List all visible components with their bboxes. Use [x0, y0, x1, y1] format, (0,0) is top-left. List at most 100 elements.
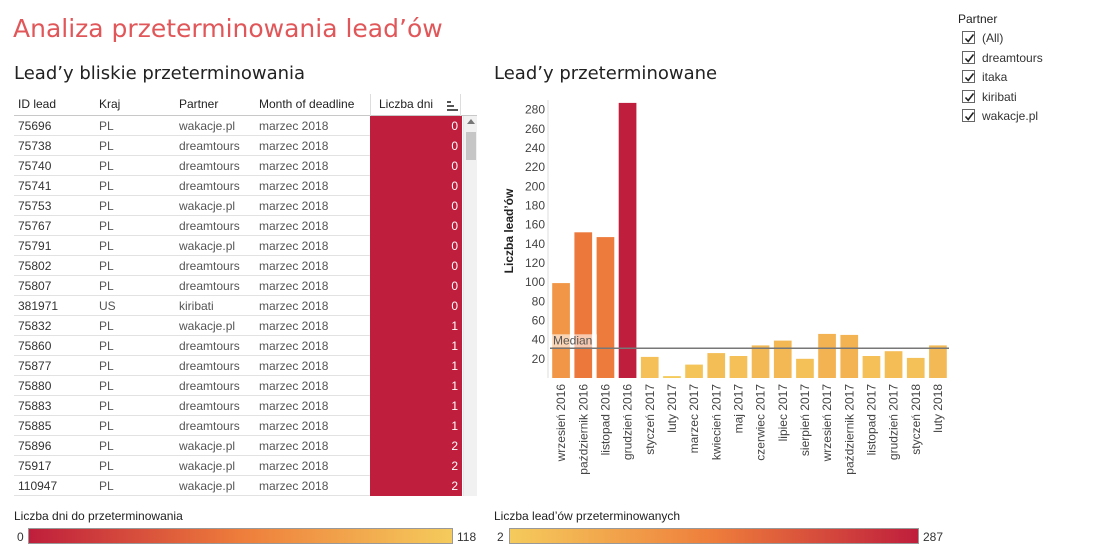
checkbox[interactable] — [962, 31, 975, 44]
table-row[interactable]: 75738 PL dreamtours marzec 2018 0 — [14, 136, 462, 156]
table-row[interactable]: 75740 PL dreamtours marzec 2018 0 — [14, 156, 462, 176]
filter-item[interactable]: kiribati — [958, 88, 1108, 108]
chart-bar[interactable] — [685, 364, 703, 378]
y-tick-label: 120 — [525, 256, 545, 270]
filter-item[interactable]: (All) — [958, 29, 1108, 49]
header-liczba-dni[interactable]: Liczba dni — [370, 94, 461, 116]
filter-item[interactable]: itaka — [958, 68, 1108, 88]
table-row[interactable]: 75883 PL dreamtours marzec 2018 1 — [14, 396, 462, 416]
legend-leads-min: 2 — [497, 530, 504, 544]
cell-kraj: PL — [99, 439, 114, 453]
chart-bar[interactable] — [707, 353, 726, 378]
x-tick-label: listopad 2016 — [598, 384, 612, 456]
checkmark-icon — [964, 112, 975, 121]
cell-partner: dreamtours — [179, 159, 240, 173]
cell-liczba-dni: 1 — [370, 336, 462, 356]
chart-bar[interactable] — [751, 345, 770, 378]
checkbox[interactable] — [962, 50, 975, 64]
cell-partner: dreamtours — [179, 139, 240, 153]
cell-kraj: PL — [99, 399, 114, 413]
y-tick-label: 40 — [532, 333, 546, 347]
cell-liczba-dni: 2 — [370, 436, 462, 456]
checkbox[interactable] — [962, 70, 975, 83]
cell-month: marzec 2018 — [259, 279, 329, 293]
header-kraj[interactable]: Kraj — [99, 97, 121, 111]
filter-item[interactable]: wakacje.pl — [958, 107, 1108, 127]
cell-month: marzec 2018 — [259, 379, 329, 393]
cell-partner: kiribati — [179, 299, 214, 313]
cell-partner: wakacje.pl — [179, 199, 236, 213]
header-partner[interactable]: Partner — [179, 97, 219, 111]
cell-partner: dreamtours — [179, 219, 240, 233]
cell-month: marzec 2018 — [259, 139, 329, 153]
cell-liczba-dni: 1 — [370, 316, 462, 336]
cell-kraj: PL — [99, 259, 114, 273]
table-header: ID lead Kraj Partner Month of deadline L… — [14, 94, 477, 116]
cell-month: marzec 2018 — [259, 259, 329, 273]
x-tick-label: październik 2017 — [842, 384, 856, 474]
cell-liczba-dni: 1 — [370, 376, 462, 396]
chart-bar[interactable] — [818, 333, 836, 378]
table-row[interactable]: 75885 PL dreamtours marzec 2018 1 — [14, 416, 462, 436]
table-row[interactable]: 381971 US kiribati marzec 2018 0 — [14, 296, 462, 316]
header-id-lead[interactable]: ID lead — [18, 97, 57, 111]
chart-bar[interactable] — [773, 340, 792, 378]
chart-bar[interactable] — [640, 356, 659, 378]
cell-liczba-dni: 2 — [370, 456, 462, 476]
chart-bar[interactable] — [596, 237, 615, 378]
cell-liczba-dni: 1 — [370, 396, 462, 416]
table-row[interactable]: 110947 PL wakacje.pl marzec 2018 2 — [14, 476, 462, 496]
cell-liczba-dni: 0 — [370, 196, 462, 216]
chart-bar[interactable] — [663, 376, 681, 378]
cell-id-lead: 75880 — [18, 379, 52, 393]
table-row[interactable]: 75802 PL dreamtours marzec 2018 0 — [14, 256, 462, 276]
chart-bar[interactable] — [729, 356, 748, 378]
y-tick-label: 220 — [525, 160, 545, 174]
chart-bar[interactable] — [884, 351, 903, 378]
header-month-of-deadline[interactable]: Month of deadline — [259, 97, 355, 111]
filter-item[interactable]: dreamtours — [958, 49, 1108, 69]
scroll-up-arrow-icon[interactable] — [467, 119, 475, 124]
chart-bar[interactable] — [796, 358, 814, 378]
chart-bar[interactable] — [862, 356, 881, 378]
cell-kraj: PL — [99, 139, 114, 153]
chart-bar[interactable] — [840, 334, 859, 378]
cell-partner: wakacje.pl — [179, 119, 236, 133]
x-tick-label: lipiec 2017 — [776, 384, 790, 442]
table-row[interactable]: 75791 PL wakacje.pl marzec 2018 0 — [14, 236, 462, 256]
table-row[interactable]: 75753 PL wakacje.pl marzec 2018 0 — [14, 196, 462, 216]
table-row[interactable]: 75832 PL wakacje.pl marzec 2018 1 — [14, 316, 462, 336]
cell-id-lead: 75832 — [18, 319, 52, 333]
table-scrollbar[interactable] — [463, 116, 477, 496]
table-row[interactable]: 75896 PL wakacje.pl marzec 2018 2 — [14, 436, 462, 456]
chart-bar[interactable] — [906, 357, 925, 378]
table-row[interactable]: 75877 PL dreamtours marzec 2018 1 — [14, 356, 462, 376]
cell-liczba-dni: 0 — [370, 296, 462, 316]
chart-bar[interactable] — [574, 232, 593, 378]
table-row[interactable]: 75767 PL dreamtours marzec 2018 0 — [14, 216, 462, 236]
table-row[interactable]: 75696 PL wakacje.pl marzec 2018 0 — [14, 116, 462, 136]
checkbox[interactable] — [962, 89, 975, 103]
median-label: Median — [553, 333, 592, 347]
cell-liczba-dni: 0 — [370, 276, 462, 296]
legend-leads-max: 287 — [923, 530, 944, 544]
cell-id-lead: 75791 — [18, 239, 52, 253]
cell-month: marzec 2018 — [259, 439, 329, 453]
table-row[interactable]: 75880 PL dreamtours marzec 2018 1 — [14, 376, 462, 396]
checkbox[interactable] — [962, 109, 975, 122]
chart-bar[interactable] — [618, 102, 637, 379]
cell-month: marzec 2018 — [259, 159, 329, 173]
chart-bar[interactable] — [552, 283, 570, 378]
x-tick-label: grudzień 2017 — [887, 384, 901, 460]
cell-id-lead: 75883 — [18, 399, 52, 413]
table-row[interactable]: 75917 PL wakacje.pl marzec 2018 2 — [14, 456, 462, 476]
filter-item-label: dreamtours — [982, 50, 1043, 65]
table-row[interactable]: 75807 PL dreamtours marzec 2018 0 — [14, 276, 462, 296]
table-row[interactable]: 75741 PL dreamtours marzec 2018 0 — [14, 176, 462, 196]
cell-id-lead: 75767 — [18, 219, 52, 233]
chart-bar[interactable] — [929, 345, 947, 378]
table-row[interactable]: 75860 PL dreamtours marzec 2018 1 — [14, 336, 462, 356]
cell-liczba-dni: 2 — [370, 476, 462, 496]
scrollbar-thumb[interactable] — [466, 132, 476, 160]
sort-descending-icon[interactable] — [447, 100, 459, 111]
